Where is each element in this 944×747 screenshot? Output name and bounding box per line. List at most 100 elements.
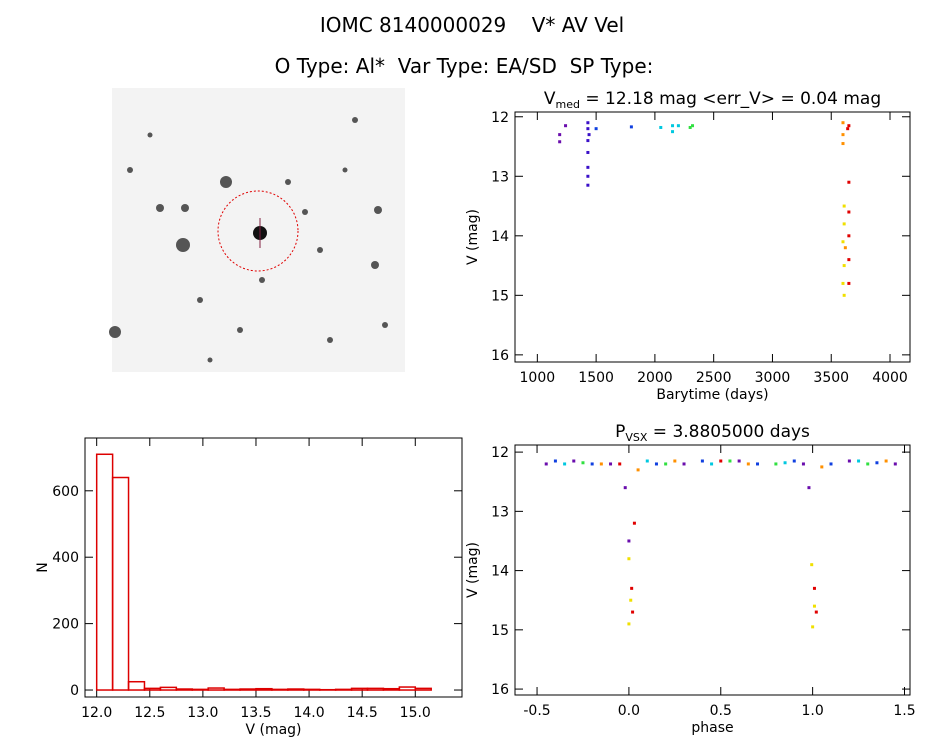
point [774,462,778,466]
point [586,127,590,131]
x-tick-label: 0.0 [618,703,640,719]
point [811,625,815,629]
x-tick-label: 3500 [813,370,849,386]
point [807,486,811,490]
y-tick-label: 15 [491,288,509,304]
figure-title: IOMC 8140000029 V* AV Vel [320,13,624,37]
point [691,124,695,128]
point [700,459,704,463]
bar [255,687,273,691]
point [688,125,692,129]
point [842,222,846,226]
point [627,622,631,626]
point [627,539,631,543]
point [676,124,680,128]
point [586,165,590,169]
x-tick-label: 1.5 [893,703,915,719]
point [728,459,732,463]
point [631,610,635,614]
x-tick-label: -0.5 [523,703,550,719]
point [812,604,816,608]
point [564,124,568,128]
x-axis-label: phase [691,720,733,736]
point [609,462,613,466]
point [847,459,851,463]
y-tick-label: 16 [491,682,509,698]
bar [366,687,385,691]
y-tick-label: 13 [491,504,509,520]
x-tick-label: 2500 [696,370,732,386]
point [814,610,818,614]
point [841,133,845,137]
x-axis-label: V (mag) [245,722,301,738]
y-tick-label: 12 [491,110,509,126]
bar [175,688,194,691]
y-tick-label: 12 [491,445,509,461]
chart-title-main: P [615,422,625,442]
bar [143,687,162,691]
point [884,459,888,463]
point [756,462,760,466]
bar [191,688,209,691]
point [590,462,594,466]
point [659,125,663,129]
point [586,139,590,143]
y-tick-label: 0 [70,683,79,699]
point [682,462,686,466]
point [801,462,805,466]
point [843,246,847,250]
point [629,598,633,602]
point [710,462,714,466]
point [847,210,851,214]
y-tick-label: 13 [491,169,509,185]
plot-frame [84,437,463,698]
x-tick-label: 15.0 [400,705,431,721]
point [820,465,824,469]
point [846,127,850,131]
point [842,264,846,268]
x-tick-label: 4000 [872,370,908,386]
point [664,462,668,466]
chart-title-main: V [544,89,556,109]
point [586,121,590,125]
point [630,586,634,590]
y-tick-label: 16 [491,348,509,364]
bar [207,687,225,691]
point [586,183,590,187]
bar [159,686,178,691]
point [594,127,598,131]
point [812,586,816,590]
point [627,557,631,561]
chart-title-rest: = 12.18 mag <err_V> = 0.04 mag [580,89,881,109]
bar [239,688,257,691]
point [623,486,627,490]
bar [303,688,321,691]
y-tick-label: 400 [52,550,79,566]
y-axis-label: V (mag) [465,209,481,265]
y-tick-label: 14 [491,229,509,245]
point [558,133,562,137]
x-tick-label: 1000 [520,370,556,386]
point [636,468,640,472]
bar [95,453,114,691]
figure-subtitle: O Type: Al* Var Type: EA/SD SP Type: [275,54,654,78]
chart-title: Vmed = 12.18 mag <err_V> = 0.04 mag [544,89,881,111]
point [737,459,741,463]
point [586,150,590,154]
point [671,124,675,128]
y-axis-label: V (mag) [465,542,481,598]
y-axis-label: N [35,562,51,572]
point [586,174,590,178]
bar [398,686,417,691]
x-tick-label: 1500 [578,370,614,386]
point [841,240,845,244]
point [842,204,846,208]
point [629,125,633,129]
point [553,459,557,463]
point [544,462,548,466]
sky-image [109,88,405,372]
point [875,461,879,465]
point [673,459,677,463]
point [810,563,814,567]
